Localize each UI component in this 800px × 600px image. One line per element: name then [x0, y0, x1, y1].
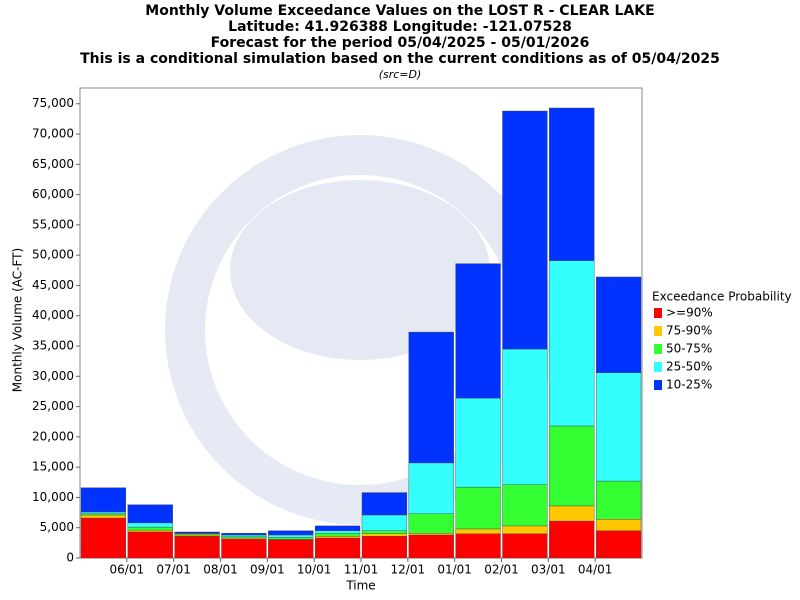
bar-segment — [549, 107, 595, 261]
bar-segment — [174, 531, 220, 534]
bar-segment — [314, 537, 361, 559]
bar-segment — [314, 535, 361, 539]
x-tick-label: 12/01 — [391, 563, 426, 577]
y-tick-label: 20,000 — [32, 429, 74, 443]
bar-segment — [408, 462, 454, 514]
x-tick-label: 08/01 — [203, 563, 238, 577]
x-tick-label: 09/01 — [250, 563, 285, 577]
y-tick-label: 5,000 — [40, 520, 74, 534]
y-tick-label: 30,000 — [32, 369, 74, 383]
y-tick-label: 35,000 — [32, 339, 74, 353]
legend-swatch — [654, 362, 662, 372]
legend-swatch — [654, 380, 662, 390]
bar-segment — [502, 484, 548, 527]
bar-segment — [127, 504, 173, 524]
bar-segment — [502, 533, 548, 559]
bar-segment — [502, 525, 548, 534]
x-tick-label: 11/01 — [344, 563, 379, 577]
bar-segment — [314, 530, 361, 534]
bar-segment — [549, 260, 595, 427]
bar-segment — [595, 372, 642, 482]
x-tick-label: 10/01 — [297, 563, 332, 577]
bar-segment — [80, 511, 127, 514]
y-tick-label: 45,000 — [32, 278, 74, 292]
bar-segment — [268, 530, 314, 536]
bar-segment — [80, 487, 127, 513]
bar-segment — [455, 533, 501, 559]
bar-segment — [408, 532, 454, 536]
y-axis-label: Monthly Volume (AC-FT) — [11, 248, 25, 392]
subtitle: Latitude: 41.926388 Longitude: -121.0752… — [228, 19, 572, 35]
legend-swatch — [654, 344, 662, 354]
bar-segment — [268, 539, 314, 559]
bar-segment — [221, 532, 267, 536]
bar-segment — [549, 505, 595, 522]
bar-segment — [268, 534, 314, 538]
bar-segment — [127, 531, 173, 559]
bar-segment — [361, 530, 408, 534]
y-tick-label: 55,000 — [32, 217, 74, 231]
bar-segment — [314, 525, 361, 531]
bar-segment — [221, 539, 267, 559]
x-tick-label: 06/01 — [110, 563, 145, 577]
bar-segment — [221, 534, 267, 538]
y-tick-label: 70,000 — [32, 127, 74, 141]
legend-swatch — [654, 308, 662, 318]
bar-segment — [455, 397, 501, 488]
source-note: (src=D) — [379, 68, 422, 81]
x-tick-label: 03/01 — [531, 563, 566, 577]
subtitle: This is a conditional simulation based o… — [80, 51, 720, 67]
x-tick-label: 07/01 — [156, 563, 191, 577]
y-tick-label: 75,000 — [32, 96, 74, 110]
bar-segment — [455, 263, 501, 399]
bar-segment — [595, 276, 642, 373]
bar-segment — [455, 528, 501, 534]
bar-segment — [549, 520, 595, 559]
y-tick-label: 0 — [66, 551, 74, 565]
legend-label: 25-50% — [666, 360, 712, 374]
bar-segment — [408, 534, 454, 559]
legend-swatch — [654, 326, 662, 336]
bar-segment — [502, 110, 548, 350]
x-tick-label: 02/01 — [484, 563, 519, 577]
bar-segment — [595, 530, 642, 559]
bar-segment — [455, 486, 501, 530]
bar-segment — [595, 519, 642, 531]
x-tick-label: 01/01 — [437, 563, 472, 577]
bar-segment — [174, 535, 220, 559]
subtitle: Forecast for the period 05/04/2025 - 05/… — [211, 35, 590, 51]
bar-segment — [361, 535, 408, 559]
chart-title: Monthly Volume Exceedance Values on the … — [145, 3, 654, 19]
bar-segment — [361, 514, 408, 531]
legend-label: 10-25% — [666, 378, 712, 392]
y-tick-label: 60,000 — [32, 187, 74, 201]
bar-segment — [502, 348, 548, 485]
legend-title: Exceedance Probability — [652, 290, 792, 304]
bar-segment — [127, 526, 173, 531]
bar-segment — [80, 517, 127, 559]
y-tick-label: 50,000 — [32, 248, 74, 262]
bar-segment — [268, 537, 314, 540]
bar-segment — [127, 522, 173, 528]
legend-label: >=90% — [666, 306, 713, 320]
bar-segment — [361, 533, 408, 537]
bar-segment — [361, 492, 408, 516]
y-tick-label: 25,000 — [32, 399, 74, 413]
bar-segment — [595, 480, 642, 520]
bar-segment — [127, 529, 173, 533]
bar-segment — [314, 532, 361, 537]
bar-segment — [549, 425, 595, 507]
legend-label: 75-90% — [666, 324, 712, 338]
y-tick-label: 10,000 — [32, 490, 74, 504]
bar-segment — [408, 331, 454, 464]
bar-segment — [408, 513, 454, 534]
y-tick-label: 40,000 — [32, 308, 74, 322]
bar-segment — [80, 514, 127, 519]
legend-label: 50-75% — [666, 342, 712, 356]
y-tick-label: 15,000 — [32, 460, 74, 474]
x-tick-label: 04/01 — [578, 563, 613, 577]
y-tick-label: 65,000 — [32, 157, 74, 171]
x-axis-label: Time — [345, 579, 375, 593]
